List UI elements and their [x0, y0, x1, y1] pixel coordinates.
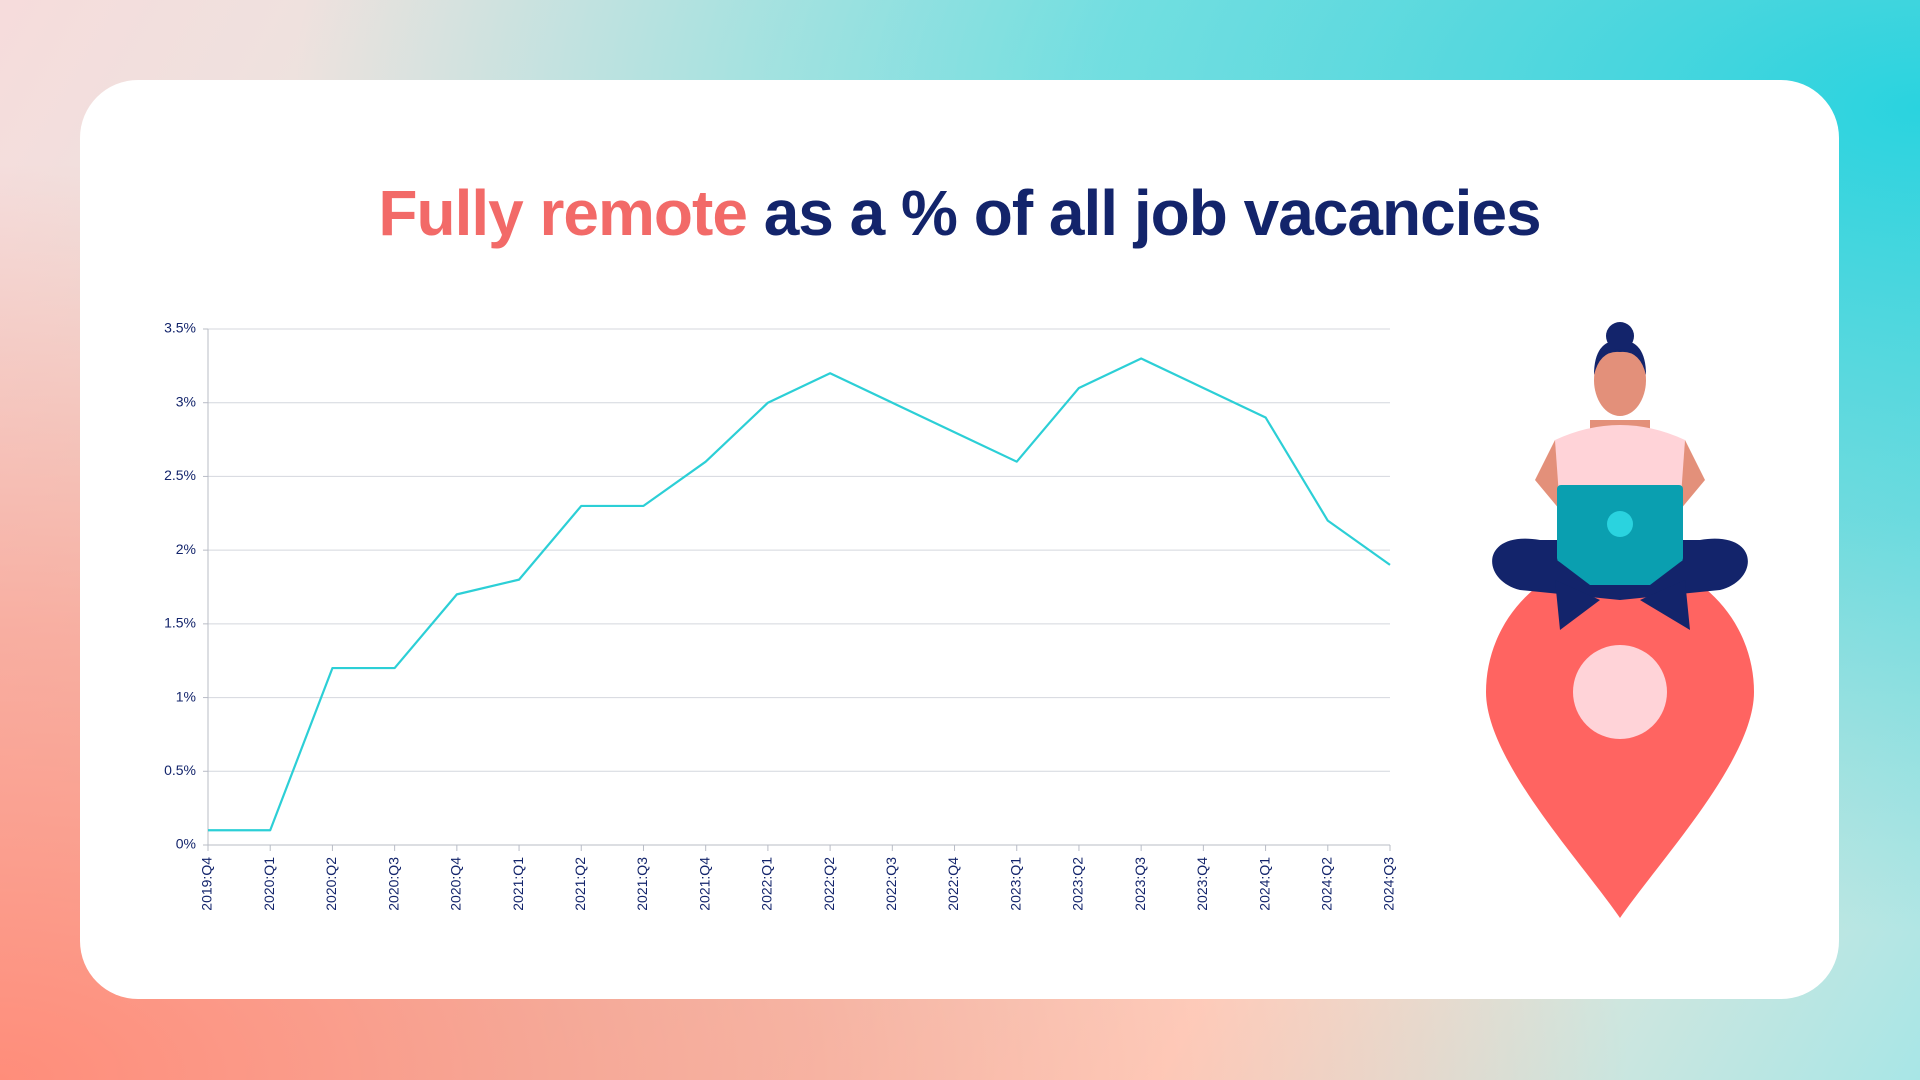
title-highlight: Fully remote: [378, 177, 748, 249]
title-rest: as a % of all job vacancies: [763, 177, 1542, 249]
y-tick-label: 2.5%: [164, 467, 196, 483]
data-line: [208, 357, 1391, 832]
x-tick-label: 2019:Q4: [199, 857, 215, 911]
x-tick-label: 2020:Q3: [385, 857, 401, 911]
x-tick-label: 2020:Q2: [323, 857, 339, 911]
x-tick-label: 2024:Q2: [1318, 857, 1334, 911]
x-tick-label: 2022:Q3: [883, 857, 899, 911]
x-tick-label: 2020:Q4: [448, 857, 464, 911]
x-tick-label: 2022:Q2: [821, 857, 837, 911]
y-tick-label: 0%: [176, 836, 196, 852]
y-tick-label: 3%: [176, 393, 196, 409]
x-tick-label: 2023:Q1: [1007, 857, 1023, 911]
x-tick-label: 2020:Q1: [261, 857, 277, 911]
x-tick-label: 2021:Q4: [696, 857, 712, 911]
x-tick-label: 2022:Q4: [945, 857, 961, 911]
card: [80, 80, 1839, 999]
x-tick-label: 2024:Q1: [1256, 857, 1272, 911]
y-tick-label: 3.5%: [164, 320, 196, 336]
x-tick-label: 2023:Q2: [1070, 857, 1086, 911]
x-tick-label: 2022:Q1: [759, 857, 775, 911]
y-tick-label: 0.5%: [164, 762, 196, 778]
x-tick-label: 2021:Q3: [634, 857, 650, 911]
x-tick-label: 2023:Q3: [1132, 857, 1148, 911]
x-tick-label: 2021:Q1: [510, 857, 526, 911]
x-tick-label: 2024:Q3: [1381, 857, 1397, 911]
y-tick-label: 1%: [176, 688, 196, 704]
y-tick-label: 2%: [176, 541, 196, 557]
x-tick-label: 2021:Q2: [572, 857, 588, 911]
y-tick-label: 1.5%: [164, 615, 196, 631]
illustration: [1486, 322, 1754, 918]
chart-title: Fully remote as a % of all job vacancies: [80, 176, 1839, 250]
x-tick-label: 2023:Q4: [1194, 857, 1210, 911]
